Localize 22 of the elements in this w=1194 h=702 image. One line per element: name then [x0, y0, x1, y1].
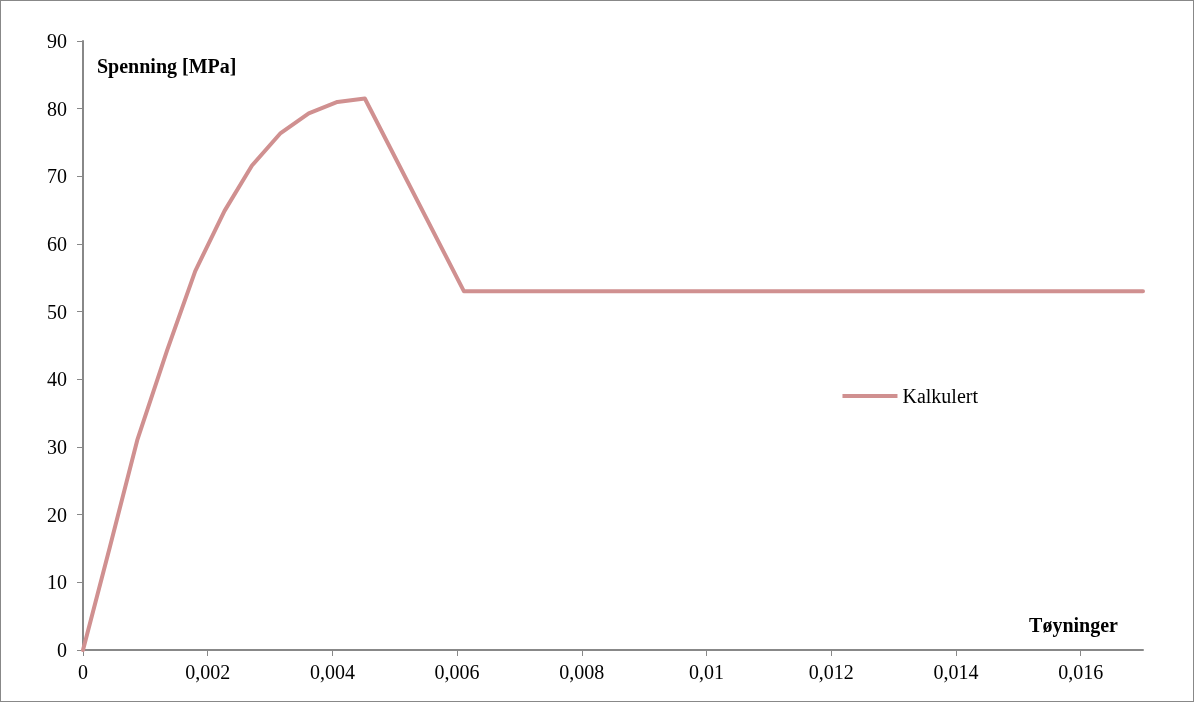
x-tick-label: 0,008	[559, 661, 605, 683]
y-tick-label: 10	[47, 571, 67, 594]
x-tick-label: 0,004	[309, 661, 355, 683]
x-tick-label: 0,014	[933, 661, 979, 683]
y-tick-label: 20	[47, 503, 67, 526]
y-tick-label: 90	[47, 30, 67, 52]
y-tick-label: 0	[57, 639, 67, 661]
x-tick-label: 0,002	[185, 661, 231, 683]
y-tick-label: 40	[47, 368, 67, 391]
x-tick-label: 0,012	[808, 661, 854, 683]
y-tick-label: 80	[47, 97, 67, 120]
y-tick-label: 30	[47, 436, 67, 458]
legend-label: Kalkulert	[902, 385, 979, 407]
x-tick-label: 0,01	[689, 661, 725, 683]
x-tick-label: 0	[78, 661, 88, 683]
x-tick-label: 0,016	[1058, 661, 1104, 683]
x-axis-title: Tøyninger	[1029, 614, 1119, 637]
x-tick-label: 0,006	[434, 661, 480, 683]
y-tick-label: 50	[47, 300, 67, 323]
y-axis-title: Spenning [MPa]	[97, 55, 237, 78]
y-tick-label: 60	[47, 233, 67, 255]
y-tick-label: 70	[47, 165, 67, 188]
